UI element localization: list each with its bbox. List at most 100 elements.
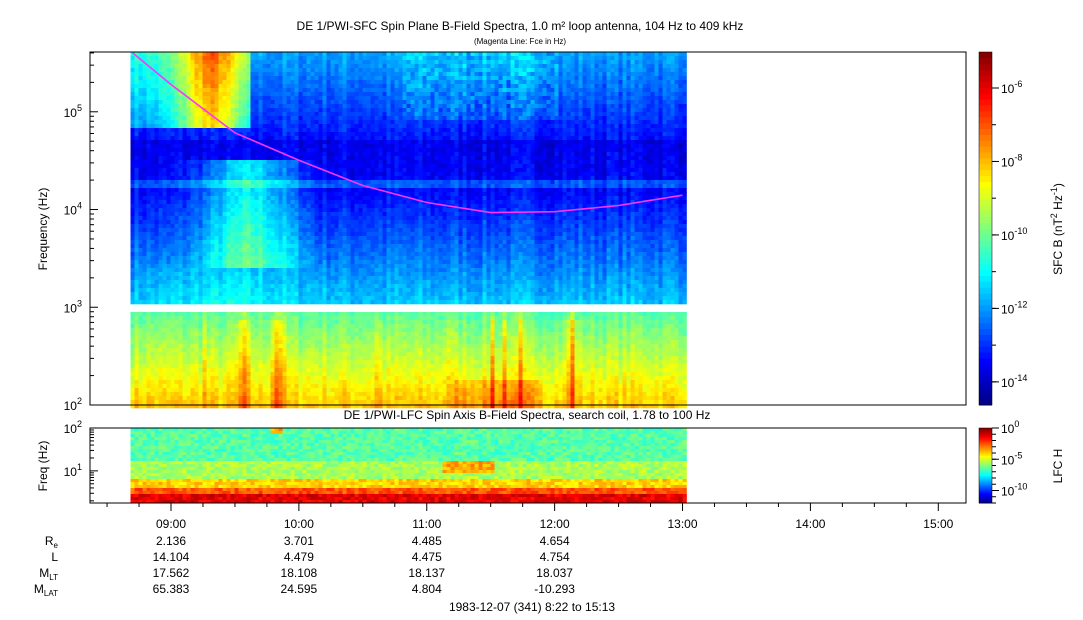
heatmap-cell [150, 280, 155, 285]
heatmap-cell [322, 108, 327, 113]
heatmap-cell [350, 248, 355, 253]
heatmap-cell [354, 152, 359, 157]
heatmap-cell [314, 52, 319, 57]
heatmap-cell [218, 136, 223, 141]
heatmap-cell [270, 316, 275, 321]
heatmap-cell [174, 240, 179, 245]
heatmap-cell [170, 64, 175, 69]
heatmap-cell [146, 152, 151, 157]
heatmap-cell [322, 140, 327, 145]
heatmap-cell [338, 128, 343, 133]
heatmap-cell [274, 52, 279, 57]
heatmap-cell [254, 100, 259, 105]
heatmap-cell [134, 144, 139, 149]
heatmap-cell [178, 252, 183, 257]
heatmap-cell [354, 364, 359, 369]
heatmap-cell [210, 108, 215, 113]
heatmap-cell [146, 192, 151, 197]
heatmap-cell [186, 372, 191, 377]
heatmap-cell [234, 372, 239, 377]
heatmap-cell [146, 216, 151, 221]
heatmap-cell [282, 360, 287, 365]
heatmap-cell [206, 216, 211, 221]
heatmap-cell [206, 332, 211, 337]
heatmap-cell [246, 220, 251, 225]
heatmap-cell [174, 72, 179, 77]
heatmap-cell [186, 84, 191, 89]
heatmap-cell [134, 348, 139, 353]
heatmap-cell [334, 140, 339, 145]
heatmap-cell [178, 248, 183, 253]
heatmap-cell [290, 124, 295, 129]
heatmap-cell [214, 172, 219, 177]
heatmap-cell [270, 320, 275, 325]
heatmap-cell [182, 224, 187, 229]
heatmap-cell [210, 124, 215, 129]
heatmap-cell [234, 400, 239, 405]
heatmap-cell [310, 388, 315, 393]
heatmap-cell [198, 172, 203, 177]
heatmap-cell [310, 124, 315, 129]
heatmap-cell [262, 112, 267, 117]
heatmap-cell [306, 152, 311, 157]
heatmap-cell [190, 252, 195, 257]
heatmap-cell [266, 312, 271, 317]
heatmap-cell [166, 212, 171, 217]
heatmap-cell [162, 124, 167, 129]
heatmap-cell [250, 268, 255, 273]
heatmap-cell [350, 128, 355, 133]
heatmap-cell [314, 264, 319, 269]
heatmap-cell [322, 400, 327, 405]
heatmap-cell [326, 388, 331, 393]
heatmap-cell [278, 104, 283, 109]
heatmap-cell [226, 56, 231, 61]
heatmap-cell [350, 152, 355, 157]
heatmap-cell [146, 404, 151, 409]
heatmap-cell [302, 376, 307, 381]
heatmap-cell [190, 156, 195, 161]
heatmap-cell [290, 400, 295, 405]
heatmap-cell [170, 392, 175, 397]
heatmap-cell [142, 88, 147, 93]
heatmap-cell [222, 108, 227, 113]
heatmap-cell [194, 88, 199, 93]
heatmap-cell [166, 208, 171, 213]
heatmap-cell [298, 216, 303, 221]
heatmap-cell [134, 92, 139, 97]
heatmap-cell [270, 392, 275, 397]
heatmap-cell [162, 312, 167, 317]
heatmap-cell [194, 320, 199, 325]
heatmap-cell [190, 176, 195, 181]
heatmap-cell [306, 212, 311, 217]
heatmap-cell [294, 100, 299, 105]
heatmap-cell [254, 372, 259, 377]
heatmap-cell [218, 264, 223, 269]
heatmap-cell [314, 300, 319, 305]
heatmap-cell [222, 160, 227, 165]
heatmap-cell [246, 252, 251, 257]
heatmap-cell [310, 188, 315, 193]
heatmap-cell [250, 400, 255, 405]
heatmap-cell [258, 360, 263, 365]
heatmap-cell [142, 164, 147, 169]
heatmap-cell [142, 352, 147, 357]
heatmap-cell [274, 92, 279, 97]
heatmap-cell [206, 256, 211, 261]
heatmap-cell [174, 156, 179, 161]
heatmap-cell [266, 296, 271, 301]
heatmap-cell [238, 192, 243, 197]
heatmap-cell [286, 348, 291, 353]
heatmap-cell [158, 312, 163, 317]
heatmap-cell [150, 356, 155, 361]
heatmap-cell [262, 124, 267, 129]
heatmap-cell [306, 384, 311, 389]
heatmap-cell [314, 348, 319, 353]
heatmap-cell [190, 340, 195, 345]
heatmap-cell [330, 340, 335, 345]
heatmap-cell [254, 108, 259, 113]
heatmap-cell [182, 336, 187, 341]
heatmap-cell [178, 336, 183, 341]
heatmap-cell [310, 216, 315, 221]
heatmap-cell [158, 300, 163, 305]
heatmap-cell [162, 100, 167, 105]
